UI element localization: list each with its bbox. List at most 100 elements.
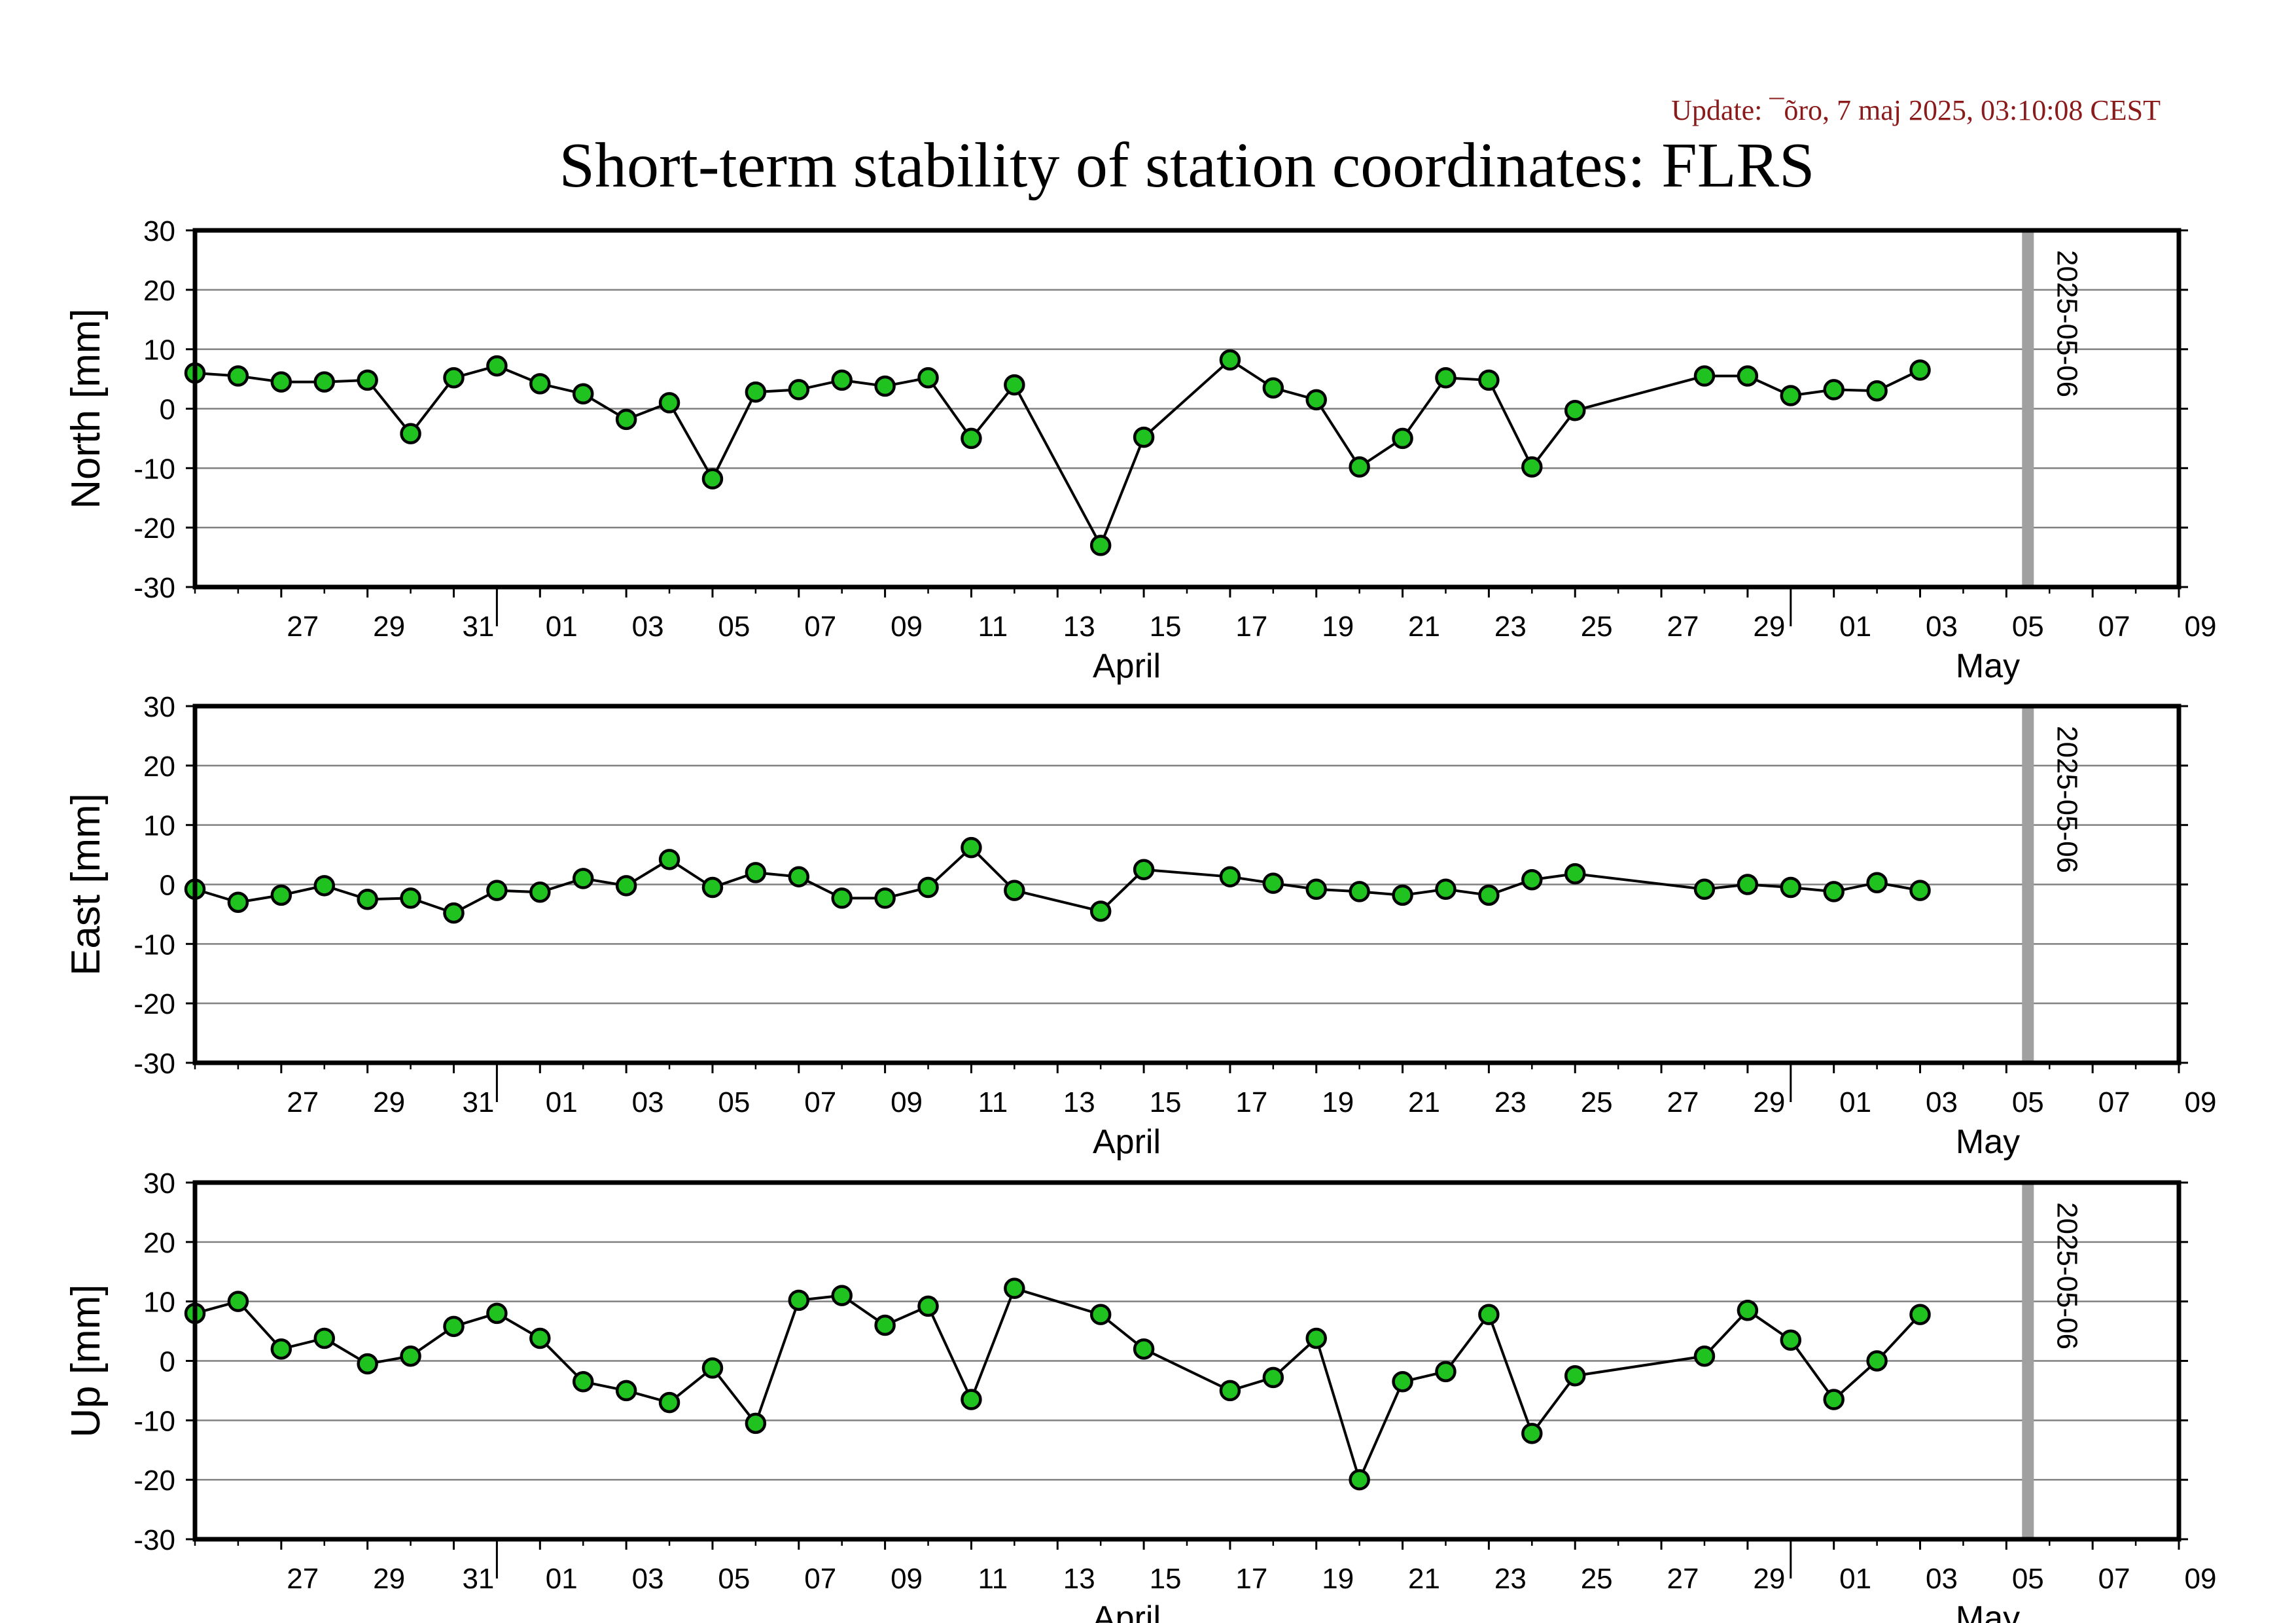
x-tick-label: 11 <box>978 611 1008 643</box>
y-tick-label: 0 <box>160 394 175 426</box>
x-tick-label: 05 <box>718 1563 750 1595</box>
x-tick-label: 19 <box>1322 1086 1354 1118</box>
data-point <box>917 1295 939 1317</box>
x-tick-label: 29 <box>1753 611 1785 643</box>
data-point <box>1564 399 1586 421</box>
data-point <box>1564 863 1586 885</box>
y-tick-label: -10 <box>133 929 175 961</box>
data-point <box>615 1380 637 1402</box>
data-point <box>1392 1371 1413 1393</box>
data-point <box>1866 1350 1888 1372</box>
data-point <box>1780 876 1802 899</box>
x-tick-label: 01 <box>1839 611 1871 643</box>
data-point <box>1305 878 1327 901</box>
panel-2: 2025-05-06 30 20 10 0 -10 -20 -30 27 29 31 01 03 05 07… <box>63 1168 2216 1623</box>
data-point <box>1866 380 1888 402</box>
x-tick-label: 19 <box>1322 1563 1354 1595</box>
data-point <box>227 891 249 913</box>
x-tick-label: 07 <box>2098 1563 2130 1595</box>
data-point <box>1133 1338 1155 1360</box>
data-point <box>788 866 810 887</box>
y-tick-label: 10 <box>143 1287 175 1319</box>
data-point <box>529 373 551 395</box>
x-tick-label: 17 <box>1235 1563 1267 1595</box>
chart-title: Short-term stability of station coordina… <box>559 130 1815 201</box>
data-point <box>917 367 939 389</box>
data-point <box>1823 1389 1845 1410</box>
x-tick-label: 07 <box>804 611 836 643</box>
data-point <box>658 392 680 414</box>
x-tick-label: 07 <box>2098 1086 2130 1118</box>
month-label-may: May <box>1956 647 2020 685</box>
y-tick-label: 30 <box>143 1168 175 1200</box>
x-tick-label: 01 <box>1839 1563 1871 1595</box>
x-tick-label: 17 <box>1235 1086 1267 1118</box>
data-point <box>1564 1364 1586 1387</box>
plot-frame <box>192 1180 2181 1542</box>
x-tick-label: 25 <box>1581 1563 1613 1595</box>
x-tick-label: 07 <box>2098 611 2130 643</box>
panels: 2025-05-06 30 20 10 0 -10 -20 -30 27 29 31 01 03 05 07… <box>63 215 2216 1623</box>
data-point <box>1737 874 1759 895</box>
y-tick-label: 30 <box>143 691 175 723</box>
data-point <box>357 888 378 910</box>
month-label-may: May <box>1956 1599 2020 1623</box>
x-tick-label: 09 <box>891 1086 923 1118</box>
data-point <box>874 1314 896 1336</box>
data-point <box>1349 456 1370 478</box>
data-point <box>788 1289 810 1311</box>
y-tick-label: 0 <box>160 1346 175 1378</box>
data-point <box>1089 901 1112 922</box>
data-point <box>400 423 421 444</box>
data-point <box>917 876 939 899</box>
x-tick-label: 29 <box>373 1563 405 1595</box>
data-point <box>1089 535 1112 556</box>
y-tick-label: -10 <box>133 453 175 485</box>
data-point <box>572 1371 594 1393</box>
data-point <box>486 355 508 377</box>
data-point <box>313 1327 335 1349</box>
data-point <box>1262 872 1284 894</box>
data-point <box>1823 379 1845 401</box>
data-point <box>745 862 767 883</box>
y-tick-label: 0 <box>160 870 175 902</box>
x-tick-label: 29 <box>373 611 405 643</box>
y-axis-label: East [mm] <box>63 793 109 976</box>
data-point <box>745 1412 767 1435</box>
data-point <box>1219 866 1241 887</box>
x-tick-label: 05 <box>2012 1086 2044 1118</box>
x-tick-label: 01 <box>546 1086 578 1118</box>
x-tick-label: 13 <box>1063 1086 1095 1118</box>
data-point <box>486 880 508 901</box>
x-tick-label: 27 <box>1667 611 1699 643</box>
data-point <box>227 365 249 387</box>
data-point <box>572 868 594 889</box>
data-point <box>572 383 594 405</box>
data-point <box>1478 369 1500 391</box>
x-tick-label: 03 <box>1926 1563 1958 1595</box>
data-point <box>1133 859 1155 881</box>
x-tick-label: 19 <box>1322 611 1354 643</box>
x-tick-label: 09 <box>891 1563 923 1595</box>
data-point <box>1004 374 1025 396</box>
data-point <box>701 1357 724 1379</box>
data-point <box>1305 1327 1327 1349</box>
date-marker-label: 2025-05-06 <box>2051 1202 2083 1349</box>
data-point <box>874 887 896 909</box>
plot-frame <box>192 704 2181 1065</box>
data-point <box>529 882 551 903</box>
data-point <box>1219 1380 1241 1402</box>
data-point <box>1866 872 1888 894</box>
x-tick-label: 05 <box>2012 611 2044 643</box>
y-tick-label: -10 <box>133 1405 175 1437</box>
data-point <box>1521 456 1543 478</box>
x-tick-label: 21 <box>1408 611 1440 643</box>
x-tick-label: 03 <box>632 611 664 643</box>
data-point <box>1737 1300 1759 1321</box>
x-tick-label: 15 <box>1150 1086 1182 1118</box>
x-tick-label: 17 <box>1235 611 1267 643</box>
data-point <box>1004 880 1025 901</box>
data-point <box>615 408 637 431</box>
data-point <box>1219 349 1241 371</box>
